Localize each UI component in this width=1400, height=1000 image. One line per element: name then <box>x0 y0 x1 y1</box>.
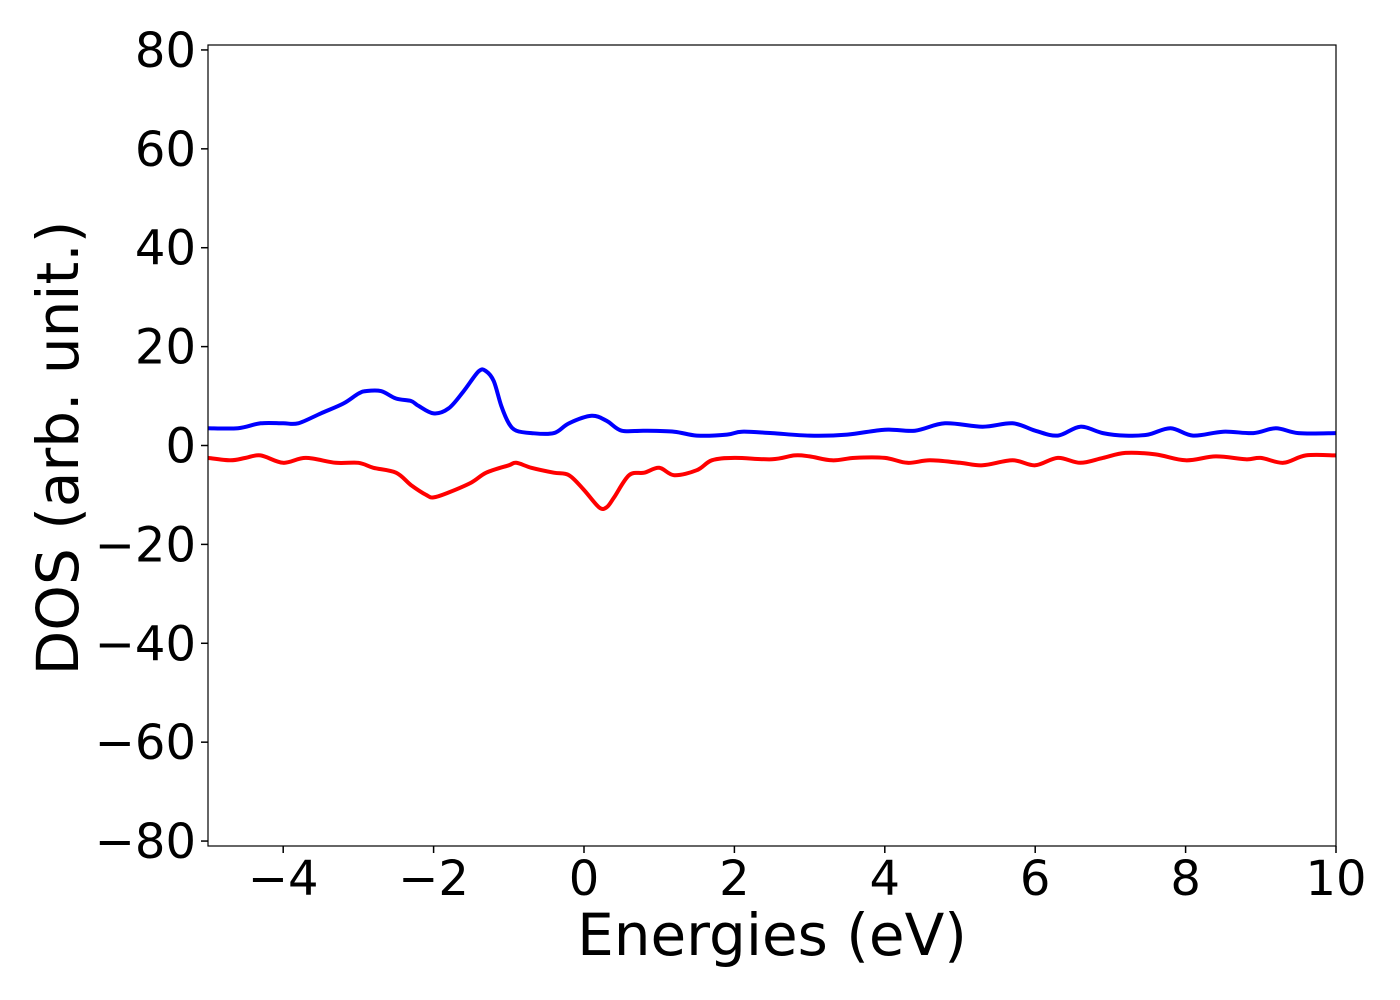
y-axis-ticks: 80 60 40 20 0 −20 −40 −60 −80 <box>95 23 208 870</box>
x-tick-label: 0 <box>569 851 600 907</box>
y-tick-label: −60 <box>95 715 196 771</box>
y-tick-label: 0 <box>165 419 196 475</box>
x-tick-label: 2 <box>719 851 750 907</box>
y-axis-label: DOS (arb. unit.) <box>24 221 92 676</box>
y-tick-label: 60 <box>135 122 196 178</box>
x-axis-ticks: −4 −2 0 2 4 6 8 10 <box>248 846 1367 907</box>
x-tick-label: 8 <box>1170 851 1201 907</box>
series-layer <box>207 367 1337 512</box>
x-tick-label: −2 <box>398 851 469 907</box>
y-tick-label: 80 <box>135 23 196 79</box>
x-tick-label: 6 <box>1020 851 1051 907</box>
x-tick-label: 10 <box>1305 851 1366 907</box>
y-tick-label: −80 <box>95 814 196 870</box>
series-line-2 <box>207 450 1337 512</box>
x-axis-label: Energies (eV) <box>577 901 967 969</box>
y-tick-label: −20 <box>95 517 196 573</box>
y-tick-label: 40 <box>135 221 196 277</box>
y-tick-label: −40 <box>95 616 196 672</box>
series-line-1 <box>207 367 1337 438</box>
x-tick-label: −4 <box>248 851 319 907</box>
y-tick-label: 20 <box>135 320 196 376</box>
x-tick-label: 4 <box>870 851 901 907</box>
